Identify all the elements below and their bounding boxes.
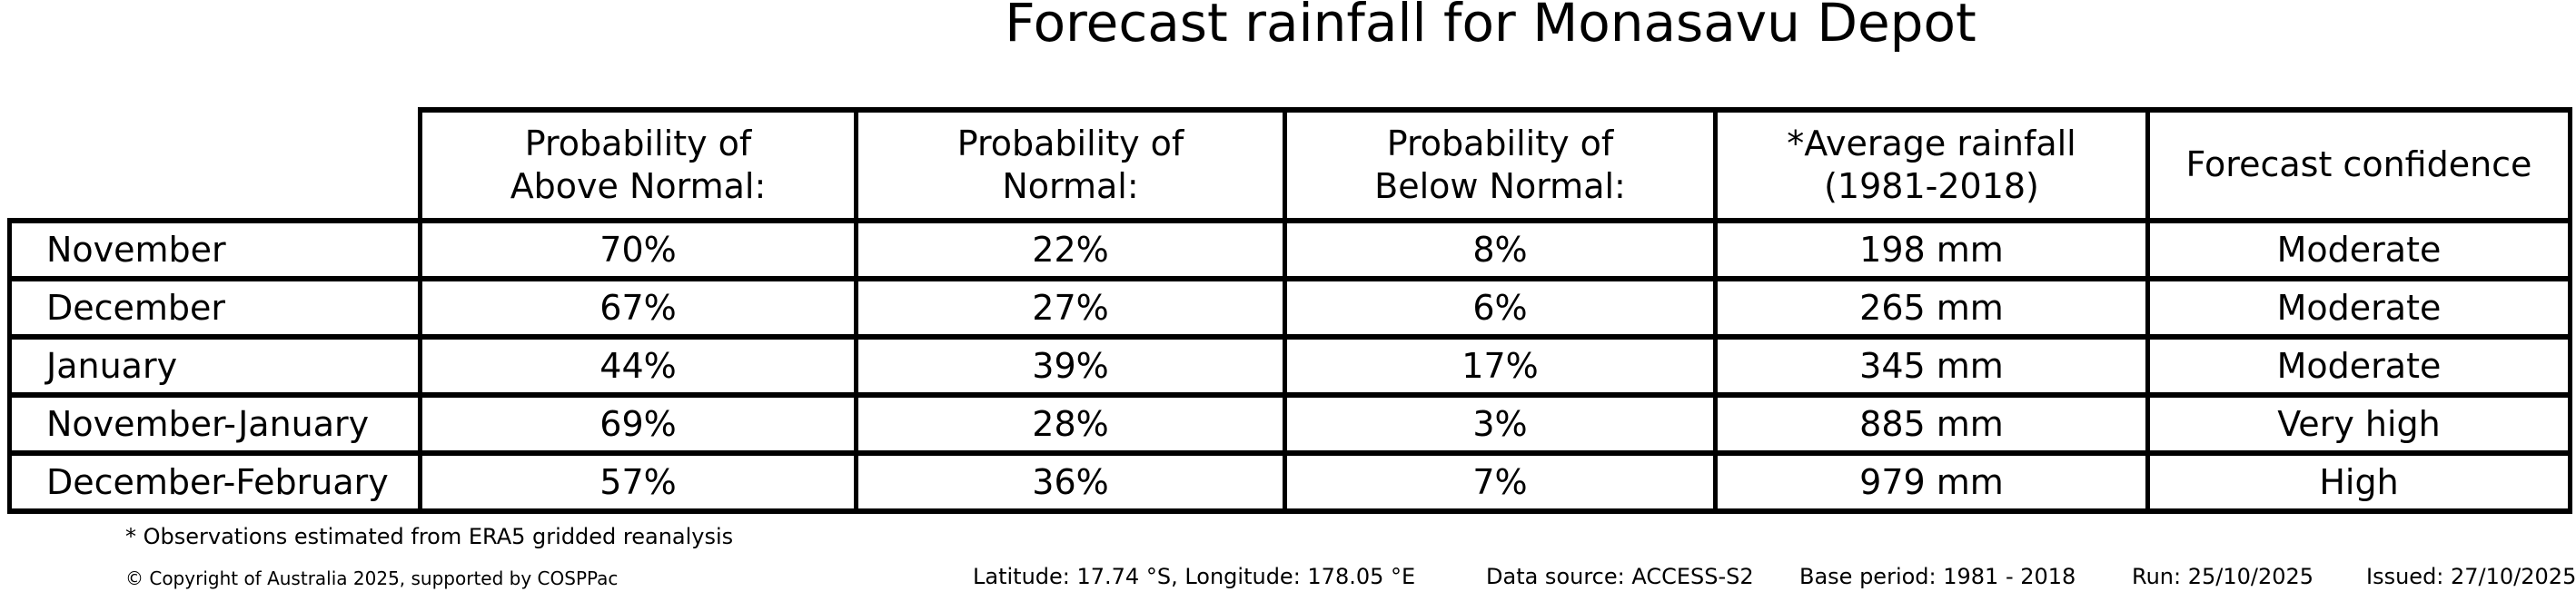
table-row: December-February 57% 36% 7% 979 mm High [7,450,2572,514]
cell-period: November [7,218,422,281]
cell-prob-normal: 27% [854,276,1287,340]
base-period-label: Base period: 1981 - 2018 [1799,564,2076,589]
header-prob-normal: Probability of Normal: [854,107,1287,223]
cell-confidence: Moderate [2145,334,2572,398]
data-source-label: Data source: ACCESS-S2 [1486,564,1754,589]
cell-period: January [7,334,422,398]
header-forecast-confidence: Forecast confidence [2145,107,2572,223]
cell-average-rainfall: 345 mm [1713,334,2150,398]
cell-prob-above: 67% [418,276,858,340]
era5-footnote: * Observations estimated from ERA5 gridd… [125,524,734,549]
cell-prob-below: 8% [1283,218,1718,281]
cell-average-rainfall: 198 mm [1713,218,2150,281]
header-prob-below-normal: Probability of Below Normal: [1283,107,1718,223]
cell-prob-normal: 39% [854,334,1287,398]
cell-prob-above: 70% [418,218,858,281]
table-row: December 67% 27% 6% 265 mm Moderate [7,276,2572,340]
cell-prob-normal: 22% [854,218,1287,281]
cell-confidence: Moderate [2145,218,2572,281]
run-date-label: Run: 25/10/2025 [2132,564,2314,589]
cell-prob-below: 17% [1283,334,1718,398]
cell-prob-above: 69% [418,392,858,456]
issued-date-label: Issued: 27/10/2025 [2366,564,2576,589]
cell-confidence: Moderate [2145,276,2572,340]
cell-prob-above: 44% [418,334,858,398]
cell-period: November-January [7,392,422,456]
cell-prob-normal: 36% [854,450,1287,514]
figure-title: Forecast rainfall for Monasavu Depot [1005,0,1977,54]
rainfall-forecast-table: Probability of Above Normal: Probability… [7,107,2572,514]
cell-average-rainfall: 979 mm [1713,450,2150,514]
cell-prob-below: 3% [1283,392,1718,456]
copyright-text: © Copyright of Australia 2025, supported… [125,567,619,589]
cell-prob-below: 6% [1283,276,1718,340]
header-prob-above-normal: Probability of Above Normal: [418,107,858,223]
header-row: Probability of Above Normal: Probability… [9,107,2572,223]
cell-average-rainfall: 265 mm [1713,276,2150,340]
cell-prob-above: 57% [418,450,858,514]
cell-confidence: High [2145,450,2572,514]
cell-average-rainfall: 885 mm [1713,392,2150,456]
cell-prob-normal: 28% [854,392,1287,456]
cell-period: December [7,276,422,340]
cell-confidence: Very high [2145,392,2572,456]
table-row: November 70% 22% 8% 198 mm Moderate [7,218,2572,281]
location-coordinates: Latitude: 17.74 °S, Longitude: 178.05 °E [973,564,1416,589]
header-average-rainfall: *Average rainfall (1981-2018) [1713,107,2150,223]
header-corner-blank [9,110,421,221]
cell-period: December-February [7,450,422,514]
cell-prob-below: 7% [1283,450,1718,514]
table-row: January 44% 39% 17% 345 mm Moderate [7,334,2572,398]
table-row: November-January 69% 28% 3% 885 mm Very … [7,392,2572,456]
